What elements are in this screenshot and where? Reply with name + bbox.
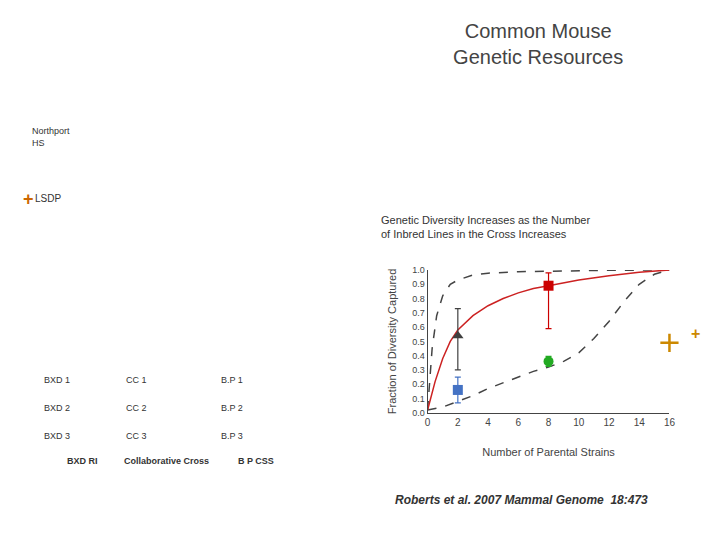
svg-text:B.P 3: B.P 3 xyxy=(221,431,243,441)
svg-text:B P CSS: B P CSS xyxy=(238,456,274,466)
svg-text:0.2: 0.2 xyxy=(412,379,425,389)
svg-text:Number of Parental Strains: Number of Parental Strains xyxy=(482,446,615,458)
svg-text:BXD RI: BXD RI xyxy=(67,456,98,466)
svg-text:CC 1: CC 1 xyxy=(126,375,147,385)
svg-text:0.3: 0.3 xyxy=(412,365,425,375)
svg-text:+: + xyxy=(691,325,700,342)
svg-text:0.6: 0.6 xyxy=(412,322,425,332)
svg-text:2: 2 xyxy=(455,417,461,428)
svg-text:10: 10 xyxy=(573,417,585,428)
svg-text:B.P 2: B.P 2 xyxy=(221,403,243,413)
svg-text:0.8: 0.8 xyxy=(412,294,425,304)
svg-text:0.5: 0.5 xyxy=(412,337,425,347)
svg-text:Collaborative Cross: Collaborative Cross xyxy=(124,456,209,466)
svg-text:8: 8 xyxy=(546,417,552,428)
svg-text:+: + xyxy=(23,189,34,209)
svg-text:BXD 1: BXD 1 xyxy=(44,375,70,385)
svg-text:0: 0 xyxy=(425,417,431,428)
svg-text:CC 2: CC 2 xyxy=(126,403,147,413)
svg-text:4: 4 xyxy=(485,417,491,428)
svg-text:Common MouseGenetic Resources: Common MouseGenetic Resources xyxy=(453,20,623,68)
svg-text:CC 3: CC 3 xyxy=(126,431,147,441)
svg-text:14: 14 xyxy=(634,417,646,428)
svg-text:LSDP: LSDP xyxy=(35,193,61,204)
svg-text:0.0: 0.0 xyxy=(412,408,425,418)
svg-text:6: 6 xyxy=(516,417,522,428)
svg-text:1.0: 1.0 xyxy=(412,265,425,275)
svg-text:0.9: 0.9 xyxy=(412,279,425,289)
svg-text:0.1: 0.1 xyxy=(412,394,425,404)
svg-text:0.7: 0.7 xyxy=(412,308,425,318)
svg-text:Fraction of Diversity Captured: Fraction of Diversity Captured xyxy=(386,269,398,415)
svg-text:B.P 1: B.P 1 xyxy=(221,375,243,385)
svg-text:12: 12 xyxy=(603,417,615,428)
svg-text:BXD 2: BXD 2 xyxy=(44,403,70,413)
svg-text:Roberts et al. 2007 Mammal Gen: Roberts et al. 2007 Mammal Genome 18:473 xyxy=(395,493,648,507)
svg-text:BXD 3: BXD 3 xyxy=(44,431,70,441)
svg-text:Genetic Diversity Increases as: Genetic Diversity Increases as the Numbe… xyxy=(381,214,590,240)
svg-text:NorthportHS: NorthportHS xyxy=(32,126,70,148)
svg-text:0.4: 0.4 xyxy=(412,351,425,361)
svg-text:16: 16 xyxy=(664,417,676,428)
